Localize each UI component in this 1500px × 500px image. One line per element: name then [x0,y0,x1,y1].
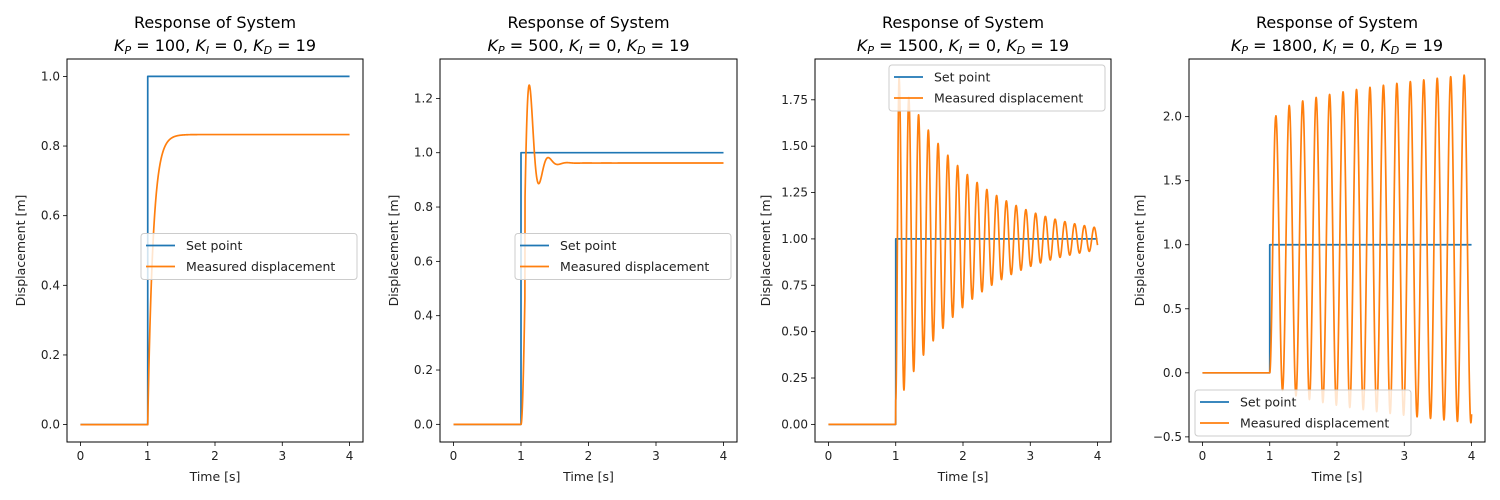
legend: Set point Measured displacement [888,64,1106,112]
y-tick-label: 2.0 [1163,110,1182,124]
y-axis-label: Displacement [m] [1132,195,1147,307]
x-tick-label: 4 [720,449,728,463]
y-tick-label: 1.0 [414,146,433,160]
x-axis-label: Time [s] [1311,469,1363,484]
y-axis-label: Displacement [m] [13,195,28,307]
y-tick-label: 0.00 [781,417,808,431]
y-tick-label: 0.5 [1163,302,1182,316]
x-tick-label: 4 [1468,449,1476,463]
y-tick-label: 1.0 [1163,238,1182,252]
x-tick-label: 1 [1266,449,1274,463]
y-tick-label: 1.0 [41,69,60,83]
y-tick-label: −0.5 [1153,430,1182,444]
legend-label: Measured displacement [934,91,1083,106]
x-tick-label: 1 [144,449,152,463]
y-tick-label: 1.00 [781,232,808,246]
chart-title: Response of System [134,13,296,32]
legend-label: Measured displacement [560,259,709,274]
y-tick-label: 0.0 [414,417,433,431]
legend: Set point Measured displacement [1194,389,1412,437]
legend-label: Measured displacement [1240,416,1389,431]
x-tick-label: 4 [346,449,354,463]
y-tick-label: 0.50 [781,325,808,339]
legend-box [1194,389,1412,437]
x-tick-label: 2 [211,449,219,463]
series-measured-displacement [79,133,351,426]
legend-box [888,64,1106,112]
y-tick-label: 0.4 [414,309,433,323]
y-tick-label: 0.2 [41,348,60,362]
subplot-3: Response of System KP = 1500, KI = 0, KD … [758,13,1112,484]
chart-subtitle: KP = 1800, KI = 0, KD = 19 [1231,36,1443,57]
subplot-1: Response of System KP = 100, KI = 0, KD =… [13,13,364,484]
series-set-point [828,238,1098,426]
series-measured-displacement [827,76,1099,426]
x-tick-label: 0 [825,449,833,463]
series-measured-displacement [1201,74,1473,424]
series-set-point [1202,243,1472,374]
subplot-2: Response of System KP = 500, KI = 0, KD =… [386,13,738,484]
y-tick-label: 0.8 [414,200,433,214]
y-axis-label: Displacement [m] [386,195,401,307]
x-tick-label: 3 [652,449,660,463]
chart-subtitle: KP = 100, KI = 0, KD = 19 [114,36,316,57]
y-tick-label: 0.0 [1163,366,1182,380]
y-axis-label: Displacement [m] [758,195,773,307]
x-axis-label: Time [s] [189,469,241,484]
x-axis-label: Time [s] [937,469,989,484]
chart-title: Response of System [1256,13,1418,32]
legend-label: Set point [560,238,616,253]
y-tick-label: 1.25 [781,186,808,200]
x-tick-label: 2 [959,449,967,463]
legend-label: Measured displacement [186,259,335,274]
chart-subtitle: KP = 500, KI = 0, KD = 19 [487,36,689,57]
y-tick-label: 0.75 [781,278,808,292]
chart-title: Response of System [882,13,1044,32]
x-tick-label: 3 [1026,449,1034,463]
axes-frame [814,58,1112,443]
series-measured-displacement [452,84,725,426]
x-tick-label: 2 [585,449,593,463]
y-tick-label: 1.2 [414,91,433,105]
y-tick-label: 0.8 [41,139,60,153]
x-tick-label: 0 [77,449,85,463]
legend-label: Set point [1240,395,1296,410]
x-tick-label: 4 [1094,449,1102,463]
series-set-point [453,151,724,426]
y-tick-label: 0.2 [414,363,433,377]
subplot-4: Response of System KP = 1800, KI = 0, KD … [1132,13,1486,484]
legend-box [140,233,358,280]
legend-box [514,233,732,280]
legend-label: Set point [186,238,242,253]
x-tick-label: 2 [1333,449,1341,463]
chart-title: Response of System [507,13,669,32]
x-tick-label: 1 [892,449,900,463]
y-tick-label: 1.50 [781,139,808,153]
x-tick-label: 0 [1199,449,1207,463]
legend: Set point Measured displacement [140,233,358,280]
x-tick-label: 3 [1400,449,1408,463]
x-tick-label: 0 [450,449,458,463]
y-tick-label: 0.0 [41,418,60,432]
x-axis-label: Time [s] [562,469,614,484]
y-tick-label: 0.4 [41,278,60,292]
chart-subtitle: KP = 1500, KI = 0, KD = 19 [857,36,1069,57]
y-tick-label: 0.6 [414,254,433,268]
x-tick-label: 1 [517,449,525,463]
y-tick-label: 0.6 [41,209,60,223]
y-tick-label: 0.25 [781,371,808,385]
legend-label: Set point [934,70,990,85]
y-tick-label: 1.5 [1163,174,1182,188]
y-tick-label: 1.75 [781,93,808,107]
x-tick-label: 3 [278,449,286,463]
legend: Set point Measured displacement [514,233,732,280]
